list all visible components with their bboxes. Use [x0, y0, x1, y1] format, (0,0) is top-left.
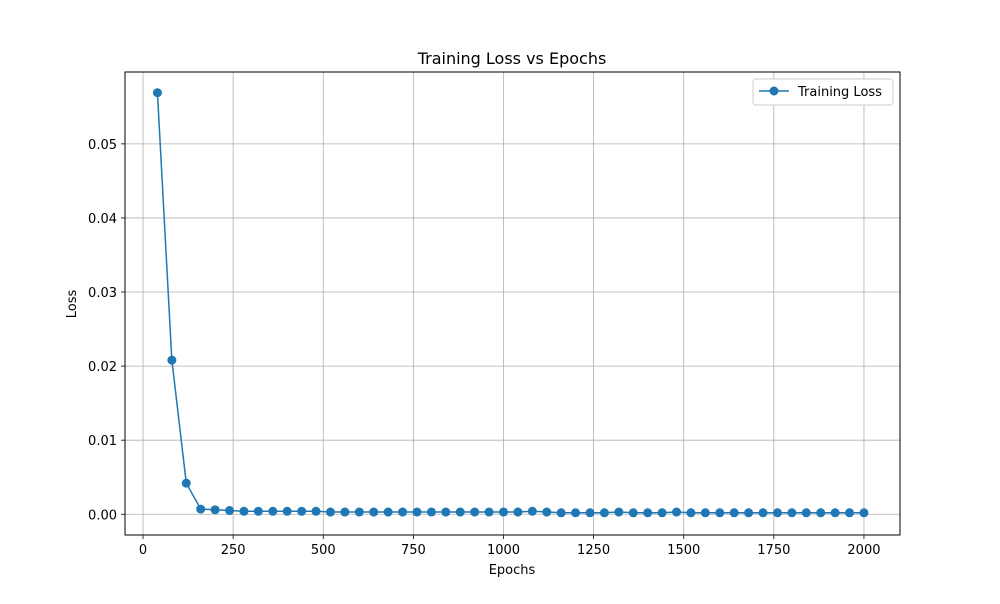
data-point	[354, 507, 364, 517]
y-axis-ticks: 0.00 0.01 0.02 0.03 0.04 0.05	[88, 138, 125, 523]
data-point	[599, 508, 609, 518]
y-axis-label: Loss	[65, 290, 80, 319]
x-tick-label: 1500	[667, 543, 700, 558]
data-point	[253, 506, 263, 516]
chart-title: Training Loss vs Epochs	[417, 49, 607, 68]
x-tick-label: 1250	[577, 543, 610, 558]
data-point	[657, 508, 667, 518]
data-point	[571, 508, 581, 518]
x-tick-label: 750	[401, 543, 426, 558]
data-point	[455, 507, 465, 517]
data-point	[801, 508, 811, 518]
y-tick-label: 0.00	[88, 508, 117, 523]
data-point	[167, 355, 177, 365]
data-point	[672, 507, 682, 517]
data-point	[340, 507, 350, 517]
data-point	[729, 508, 739, 518]
data-point	[715, 508, 725, 518]
y-tick-label: 0.04	[88, 212, 117, 227]
data-point	[441, 507, 451, 517]
data-point	[758, 508, 768, 518]
data-point	[816, 508, 826, 518]
data-point	[383, 507, 393, 517]
grid	[125, 72, 900, 535]
y-tick-label: 0.01	[88, 434, 117, 449]
x-tick-label: 0	[139, 543, 147, 558]
data-point	[787, 508, 797, 518]
x-tick-label: 250	[221, 543, 246, 558]
data-point	[239, 506, 249, 516]
data-point	[311, 506, 321, 516]
y-tick-label: 0.05	[88, 138, 117, 153]
x-axis-ticks: 0 250 500 750 1000 1250 1500 1750 2000	[139, 535, 881, 558]
x-tick-label: 2000	[847, 543, 880, 558]
data-point	[700, 508, 710, 518]
data-point	[614, 507, 624, 517]
data-point	[498, 507, 508, 517]
data-point	[196, 504, 206, 514]
data-point	[369, 507, 379, 517]
data-point	[325, 507, 335, 517]
data-point	[859, 508, 869, 518]
data-point	[181, 478, 191, 488]
data-point	[744, 508, 754, 518]
data-point	[210, 505, 220, 515]
data-point	[484, 507, 494, 517]
data-point	[527, 506, 537, 516]
data-point	[268, 506, 278, 516]
x-tick-label: 500	[311, 543, 336, 558]
data-point	[412, 507, 422, 517]
data-point	[628, 508, 638, 518]
legend-marker	[769, 86, 779, 96]
data-point	[585, 508, 595, 518]
x-tick-label: 1000	[487, 543, 520, 558]
data-point	[830, 508, 840, 518]
legend-label: Training Loss	[797, 85, 882, 100]
x-axis-label: Epochs	[489, 563, 536, 578]
data-point	[556, 508, 566, 518]
data-point	[470, 507, 480, 517]
y-tick-label: 0.02	[88, 360, 117, 375]
x-tick-label: 1750	[757, 543, 790, 558]
y-tick-label: 0.03	[88, 286, 117, 301]
data-point	[513, 507, 523, 517]
data-point	[643, 508, 653, 518]
legend: Training Loss	[752, 78, 894, 106]
data-point	[152, 88, 162, 98]
plot-frame	[124, 71, 901, 536]
data-point	[845, 508, 855, 518]
legend-box	[752, 78, 894, 106]
data-point	[398, 507, 408, 517]
data-point	[225, 506, 235, 516]
data-point	[426, 507, 436, 517]
data-point	[686, 508, 696, 518]
data-point	[542, 507, 552, 517]
data-point	[772, 508, 782, 518]
series-layer	[152, 88, 869, 518]
data-point	[297, 506, 307, 516]
data-point	[282, 506, 292, 516]
